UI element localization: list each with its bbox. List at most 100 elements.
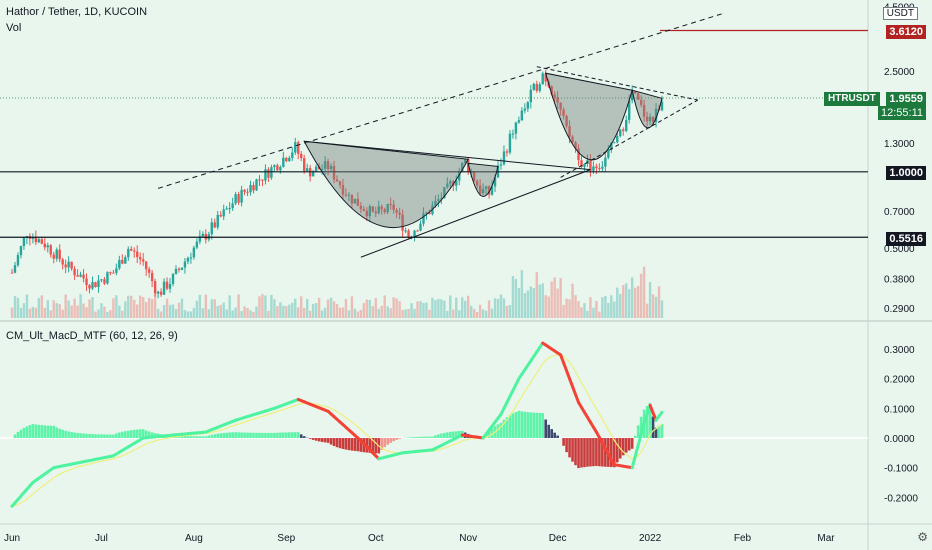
- volume-bar: [461, 297, 464, 318]
- volume-bar: [240, 311, 243, 318]
- time-axis-tick: Aug: [185, 533, 203, 544]
- volume-bar: [586, 310, 589, 318]
- macd-histogram-bar: [657, 425, 661, 438]
- macd-histogram-bar: [601, 438, 604, 467]
- macd-histogram-bar: [129, 430, 133, 438]
- candle-body: [94, 282, 97, 288]
- macd-histogram-bar: [121, 431, 124, 438]
- volume-bar: [303, 307, 306, 318]
- candle-body: [401, 214, 404, 231]
- candle-body: [213, 222, 216, 228]
- volume-bar: [499, 294, 503, 318]
- volume-bar: [225, 309, 228, 318]
- candle-body: [622, 129, 625, 131]
- volume-bar: [16, 297, 20, 318]
- macd-histogram-bar: [636, 425, 640, 438]
- macd-histogram-bar: [287, 432, 291, 438]
- macd-histogram-bar: [25, 426, 29, 438]
- macd-histogram-bar: [648, 402, 652, 438]
- macd-histogram-bar: [76, 432, 79, 438]
- candle-body: [526, 102, 530, 109]
- candle-body: [416, 230, 419, 232]
- volume-bar: [282, 305, 285, 318]
- macd-histogram-bar: [413, 437, 416, 438]
- candle-body: [577, 148, 580, 161]
- volume-bar: [174, 309, 178, 318]
- volume-bar: [341, 307, 345, 318]
- macd-histogram-bar: [341, 438, 345, 449]
- macd-histogram-bar: [416, 436, 419, 438]
- volume-bar: [625, 283, 628, 318]
- macd-histogram-bar: [443, 432, 446, 438]
- candle-body: [305, 168, 309, 171]
- macd-histogram-bar: [660, 423, 664, 438]
- currency-badge[interactable]: USDT: [882, 7, 918, 20]
- volume-bar: [365, 299, 369, 318]
- candle-body: [282, 157, 285, 167]
- volume-bar: [407, 309, 410, 318]
- volume-bar: [335, 303, 339, 318]
- volume-bar: [79, 294, 82, 318]
- volume-bar: [413, 308, 416, 318]
- candle-body: [222, 209, 225, 217]
- macd-histogram-bar: [308, 438, 312, 439]
- volume-bar: [511, 276, 515, 318]
- candle-body: [34, 236, 38, 243]
- macd-histogram-bar: [88, 433, 91, 438]
- macd-histogram-bar: [150, 432, 154, 438]
- candle-body: [481, 188, 485, 194]
- macd-histogram-bar: [627, 438, 631, 451]
- volume-bar: [186, 311, 190, 318]
- macd-histogram-bar: [299, 434, 303, 438]
- macd-histogram-bar: [633, 435, 637, 438]
- time-axis-tick: Sep: [277, 533, 295, 544]
- macd-axis-tick: 0.0000: [884, 434, 915, 445]
- candle-body: [350, 194, 354, 204]
- candle-body: [147, 269, 151, 273]
- indicator-name: CM_Ult_MacD_MTF (60, 12, 26, 9): [6, 330, 178, 342]
- macd-histogram-bar: [389, 438, 392, 443]
- candle-body: [645, 116, 649, 122]
- volume-bar: [103, 306, 106, 318]
- volume-bar: [651, 294, 655, 318]
- candle-body: [162, 281, 166, 295]
- candle-body: [338, 181, 342, 186]
- candle-body: [648, 116, 652, 122]
- candle-body: [118, 259, 121, 269]
- volume-bar: [46, 300, 49, 318]
- candle-body: [124, 257, 127, 264]
- macd-histogram-bar: [353, 438, 357, 451]
- volume-bar: [422, 302, 425, 318]
- macd-histogram-bar: [526, 412, 530, 438]
- macd-histogram-bar: [550, 429, 553, 438]
- macd-histogram-bar: [258, 432, 261, 438]
- volume-bar: [183, 310, 187, 318]
- volume-bar: [144, 302, 148, 318]
- volume-bar: [574, 295, 577, 318]
- candle-body: [392, 204, 395, 211]
- candle-body: [598, 168, 601, 170]
- macd-histogram-bar: [574, 438, 577, 466]
- volume-bar: [270, 294, 273, 318]
- volume-bar: [535, 272, 538, 318]
- settings-gear-icon[interactable]: ⚙: [917, 530, 928, 544]
- cup-rim-line-1: [304, 140, 591, 171]
- candle-body: [440, 198, 443, 200]
- macd-histogram-bar: [610, 438, 613, 468]
- candle-body: [219, 214, 222, 217]
- volume-bar: [547, 296, 550, 318]
- candle-body: [130, 248, 133, 251]
- macd-histogram-bar: [630, 438, 634, 449]
- volume-bar: [553, 277, 556, 318]
- candle-body: [19, 246, 23, 256]
- macd-histogram-bar: [73, 432, 76, 438]
- volume-bar: [583, 303, 586, 318]
- macd-histogram-bar: [598, 438, 601, 467]
- candle-body: [228, 207, 231, 209]
- candle-body: [553, 94, 556, 98]
- macd-histogram-bar: [52, 425, 56, 438]
- candle-body: [177, 268, 181, 270]
- candle-body: [443, 187, 446, 199]
